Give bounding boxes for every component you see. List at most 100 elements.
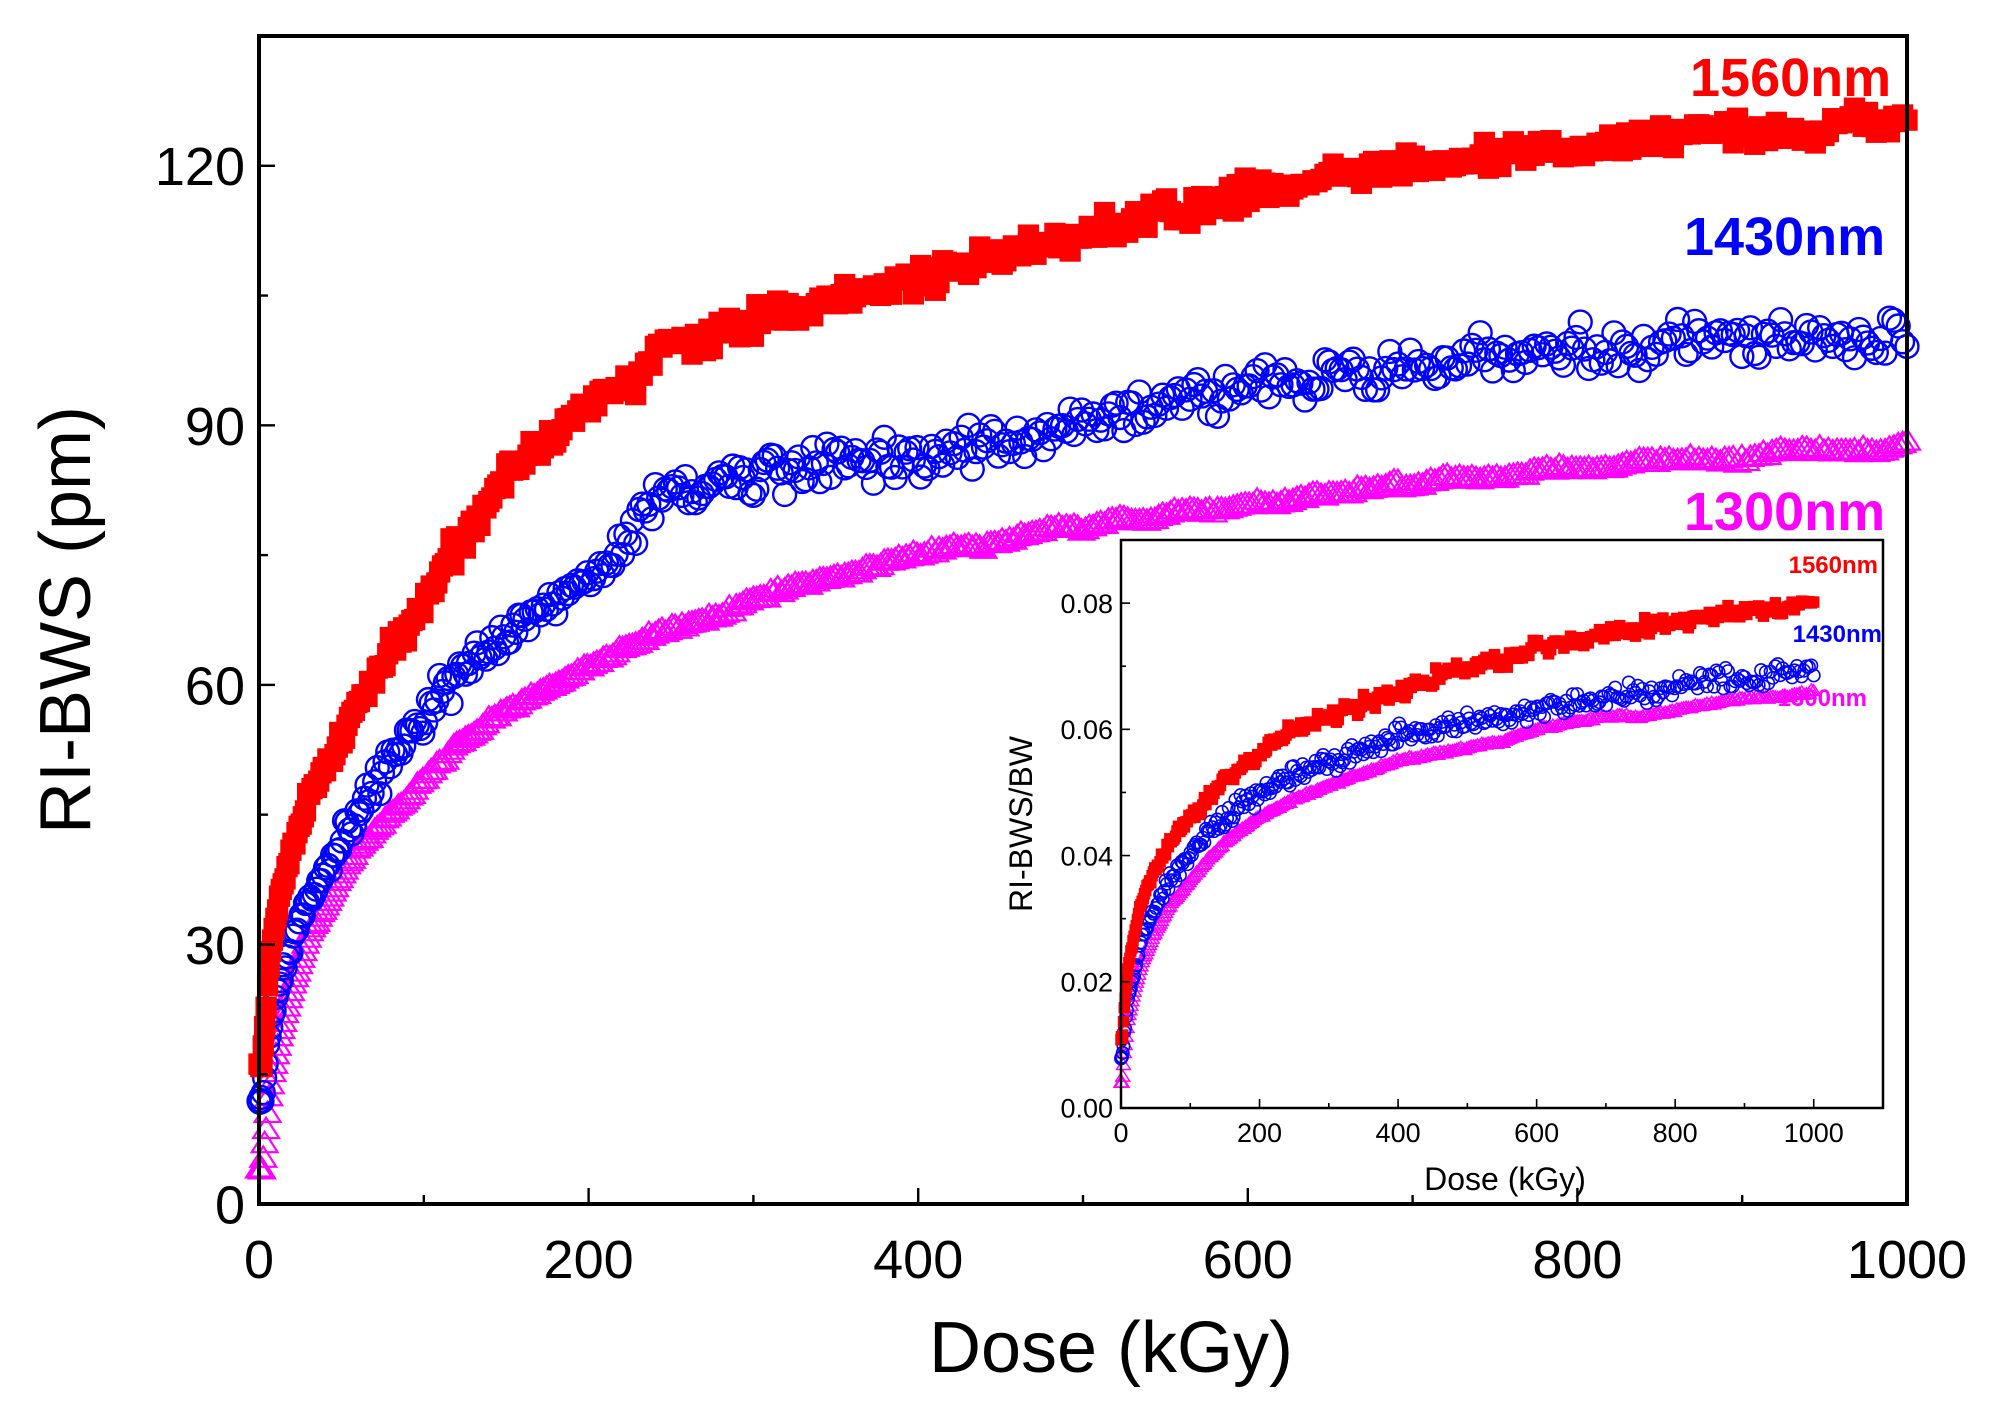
- main-1300nm-point: [268, 1008, 299, 1032]
- inset-1300nm-point: [1392, 752, 1410, 766]
- main-1300nm-point: [1675, 442, 1706, 466]
- main-1300nm-point: [1713, 445, 1744, 469]
- main-1430nm-point: [367, 781, 393, 807]
- inset-1560nm-point: [1227, 773, 1240, 786]
- inset-1300nm-point: [1114, 1068, 1132, 1082]
- main-1300nm-point: [1878, 433, 1909, 457]
- inset-1430nm-point: [1194, 837, 1209, 852]
- inset-1300nm-point: [1805, 683, 1823, 697]
- inset-y-tick-label: 0.02: [1060, 967, 1113, 997]
- main-1430nm-point: [515, 617, 541, 643]
- inset-1560nm-point: [1657, 612, 1669, 624]
- inset-1430nm-point: [1161, 882, 1176, 897]
- main-1300nm-point: [1465, 465, 1496, 490]
- main-1300nm-point: [1242, 486, 1272, 510]
- main-1430nm-point: [959, 456, 985, 482]
- main-1300nm-point: [282, 958, 312, 982]
- inset-1300nm-point: [1682, 700, 1699, 714]
- main-1430nm-point: [1228, 380, 1254, 406]
- main-1430nm-point: [1463, 337, 1489, 363]
- inset-1300nm-point: [1496, 732, 1514, 746]
- inset-1430nm-point: [1280, 775, 1295, 790]
- inset-1560nm-point: [1159, 849, 1172, 861]
- inset-1560nm-point: [1131, 913, 1144, 926]
- inset-1560nm-point: [1769, 597, 1782, 609]
- main-1430nm-point: [930, 452, 956, 478]
- inset-1560nm-point: [1623, 628, 1635, 641]
- inset-x-tick-label: 400: [1376, 1118, 1421, 1148]
- inset-1560nm-point: [1349, 698, 1362, 711]
- inset-x-axis-title: Dose (kGy): [1424, 1161, 1586, 1197]
- main-1430nm-point: [817, 464, 844, 491]
- main-1300nm-point: [1070, 515, 1101, 540]
- inset-1560nm-point: [1130, 919, 1143, 932]
- inset-1560nm-point: [1488, 648, 1501, 661]
- main-1300nm-point: [909, 540, 940, 564]
- inset-y-tick-label: 0.00: [1060, 1094, 1113, 1124]
- main-1300nm-point: [1641, 448, 1672, 472]
- inset-1430nm-point: [1218, 817, 1233, 832]
- series-1430nm: [1114, 657, 1821, 1066]
- series-1430nm: [246, 305, 1920, 1116]
- inset-1430nm-point: [1706, 679, 1721, 694]
- main-1430nm-point: [871, 424, 897, 450]
- main-1300nm-point: [1804, 433, 1835, 457]
- main-1300nm-point: [274, 984, 304, 1009]
- main-1430nm-point: [1459, 332, 1485, 359]
- main-1430nm-point: [558, 572, 585, 599]
- inset-1430nm-point: [1651, 689, 1666, 704]
- inset-y-axis-title: RI-BWS/BW: [1003, 735, 1039, 912]
- main-1430nm-point: [669, 482, 695, 509]
- inset-1300nm-point: [1631, 709, 1649, 724]
- inset-1430nm-point: [1306, 760, 1321, 775]
- inset-1560nm-point: [1427, 678, 1440, 691]
- main-1560nm-point: [443, 554, 465, 576]
- main-1430nm-point: [1837, 326, 1863, 352]
- main-data-marks: [244, 97, 1922, 1180]
- inset-1430nm-point: [1457, 719, 1472, 734]
- inset-1560nm-point: [1722, 599, 1734, 612]
- inset-1300nm-point: [1469, 737, 1486, 751]
- main-1430nm-point: [250, 1080, 276, 1106]
- main-1430nm-point: [438, 690, 464, 717]
- main-1300nm-point: [1436, 465, 1467, 489]
- main-1560nm-point: [412, 601, 434, 624]
- inset-1560nm-point: [1645, 622, 1658, 635]
- inset-1430nm-point: [1806, 668, 1821, 683]
- inset-plot-frame: [1119, 538, 1885, 1110]
- main-y-tick-label: 90: [185, 397, 245, 457]
- main-1430nm-point: [488, 614, 514, 640]
- main-x-tick-label: 0: [244, 1230, 274, 1290]
- main-1300nm-point: [394, 782, 425, 806]
- inset-1560nm-point: [1200, 798, 1212, 811]
- main-1430nm-point: [1099, 392, 1125, 418]
- main-1430nm-point: [1664, 306, 1691, 333]
- main-1430nm-point: [1555, 330, 1581, 357]
- inset-1560nm-point: [1118, 1002, 1131, 1014]
- main-1430nm-point: [1513, 349, 1539, 376]
- inset-series-label-1300nm: 1300nm: [1778, 685, 1867, 712]
- inset-1430nm-point: [1443, 714, 1458, 729]
- main-1430nm-point: [1381, 357, 1407, 383]
- main-1430nm-point: [1103, 390, 1129, 416]
- main-1430nm-point: [978, 413, 1004, 440]
- main-1430nm-point: [1012, 443, 1038, 470]
- inset-y-tick-label: 0.06: [1060, 715, 1113, 745]
- inset-x-tick-label: 600: [1514, 1118, 1559, 1148]
- main-1430nm-point: [886, 434, 912, 460]
- inset-1560nm-point: [1332, 713, 1345, 726]
- main-1300nm-point: [1577, 455, 1608, 480]
- main-1560nm-point: [294, 800, 317, 822]
- main-1300nm-point: [248, 1144, 279, 1168]
- main-1430nm-point: [1863, 339, 1889, 366]
- inset-1560nm-point: [1132, 907, 1145, 920]
- inset-1430nm-point: [1714, 672, 1728, 687]
- main-x-tick-label: 400: [873, 1230, 963, 1290]
- main-1430nm-point: [1686, 318, 1712, 344]
- main-1300nm-point: [1531, 453, 1562, 477]
- inset-1560nm-point: [1807, 596, 1820, 608]
- main-1300nm-point: [1419, 467, 1450, 492]
- series-label-1300nm: 1300nm: [1684, 482, 1885, 542]
- main-1430nm-point: [1584, 334, 1610, 360]
- main-1430nm-point: [543, 601, 569, 627]
